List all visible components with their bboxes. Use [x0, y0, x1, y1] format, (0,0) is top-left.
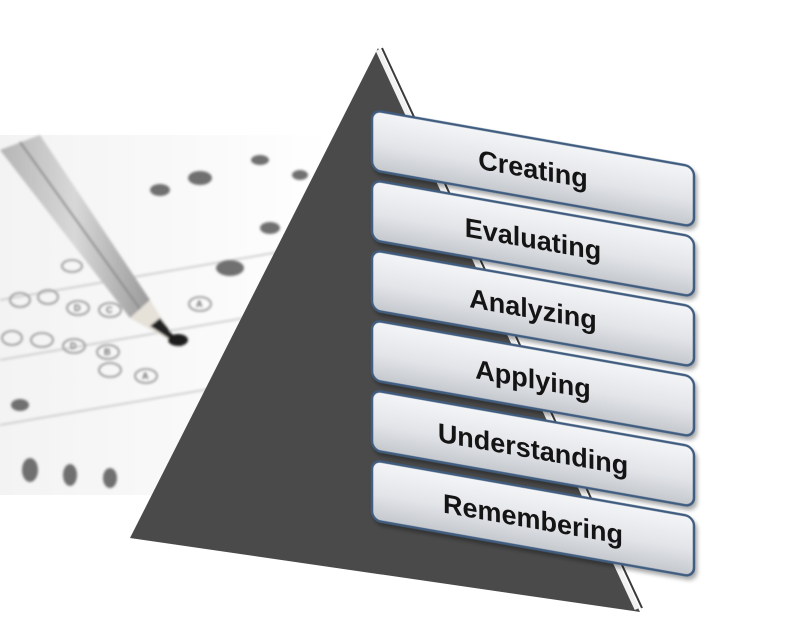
level-box-background — [370, 110, 696, 227]
level-box-background — [370, 180, 696, 297]
svg-text:A: A — [142, 371, 149, 381]
level-box-background — [370, 250, 696, 367]
svg-text:D: D — [70, 341, 77, 351]
level-box-background — [370, 460, 696, 577]
svg-text:A: A — [196, 299, 203, 309]
level-box-remembering: Remembering — [370, 460, 696, 577]
level-box-applying: Applying — [370, 320, 696, 437]
pencil — [0, 135, 188, 347]
level-box-creating: Creating — [370, 110, 696, 227]
photo-detail-group: D C A D B A — [0, 135, 321, 488]
level-boxes: CreatingEvaluatingAnalyzingApplyingUnder… — [370, 110, 696, 577]
filled-marks — [11, 155, 308, 488]
svg-text:C: C — [106, 305, 113, 315]
svg-text:B: B — [104, 347, 111, 357]
level-box-background — [370, 320, 696, 437]
bubble-letters: D C A D B A — [70, 299, 203, 381]
level-box-background — [370, 390, 696, 507]
level-box-evaluating: Evaluating — [370, 180, 696, 297]
level-box-analyzing: Analyzing — [370, 250, 696, 367]
svg-text:D: D — [74, 303, 81, 313]
